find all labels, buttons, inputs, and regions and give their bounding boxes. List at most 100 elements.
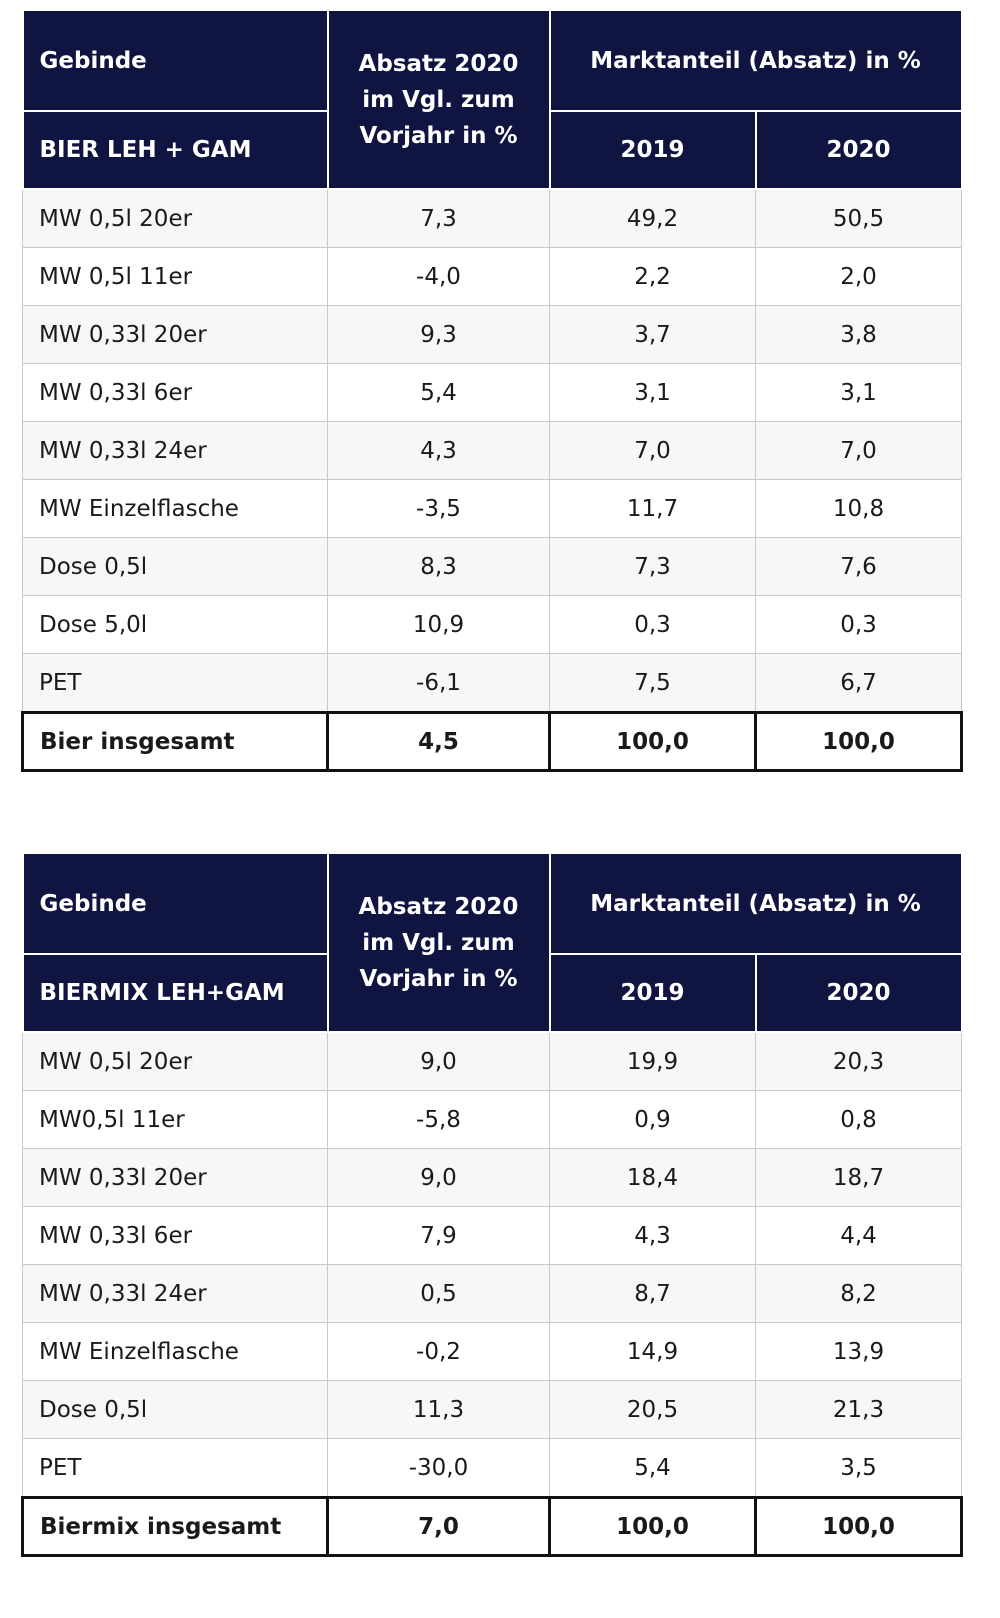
absatz-header-line2: im Vgl. zum (362, 929, 515, 956)
share-2020-value: 50,5 (754, 188, 963, 248)
change-value: 4,3 (327, 421, 550, 480)
row-label: MW 0,33l 20er (22, 305, 328, 364)
row-label: MW0,5l 11er (22, 1090, 328, 1149)
row-label: Dose 0,5l (22, 537, 328, 596)
share-2019-value: 5,4 (549, 1438, 756, 1498)
row-label: Dose 0,5l (22, 1380, 328, 1439)
share-2020-value: 18,7 (754, 1148, 963, 1207)
share-2020-value: 0,3 (754, 595, 963, 654)
bier-table-body: MW 0,5l 20er 7,3 49,2 50,5 MW 0,5l 11er -4,0 2… (21, 188, 964, 772)
share-2019-value: 19,9 (549, 1031, 756, 1091)
row-label: MW 0,33l 24er (22, 1264, 328, 1323)
row-label: PET (22, 653, 328, 713)
share-2019-value: 20,5 (549, 1380, 756, 1439)
share-2019-value: 0,9 (549, 1090, 756, 1149)
change-value: 0,5 (327, 1264, 550, 1323)
change-value: 9,0 (327, 1031, 550, 1091)
marktanteil-header: Marktanteil (Absatz) in % (548, 852, 963, 955)
change-value: -4,0 (327, 247, 550, 306)
table-row: Dose 0,5l 11,3 20,5 21,3 (22, 1380, 963, 1439)
row-label: Dose 5,0l (22, 595, 328, 654)
table-row: PET -6,1 7,5 6,7 (22, 653, 963, 713)
bier-table: Gebinde Absatz 2020 im Vgl. zum Vorjahr … (21, 9, 964, 772)
total-change-value: 4,5 (326, 711, 551, 772)
gebinde-header: Gebinde (21, 852, 329, 955)
table-row: MW 0,33l 20er 9,3 3,7 3,8 (22, 305, 963, 364)
total-share-2019-value: 100,0 (548, 711, 757, 772)
table-row: MW 0,33l 6er 7,9 4,3 4,4 (22, 1206, 963, 1265)
gebinde-header: Gebinde (21, 9, 329, 112)
share-2020-value: 8,2 (754, 1264, 963, 1323)
share-2019-value: 7,5 (549, 653, 756, 713)
change-value: 9,0 (327, 1148, 550, 1207)
share-2019-value: 7,0 (549, 421, 756, 480)
change-value: 9,3 (327, 305, 550, 364)
row-label: MW 0,33l 6er (22, 1206, 328, 1265)
absatz-header-line2: im Vgl. zum (362, 86, 515, 113)
table-row: MW 0,5l 20er 9,0 19,9 20,3 (22, 1031, 963, 1091)
table-row: MW 0,33l 24er 0,5 8,7 8,2 (22, 1264, 963, 1323)
row-label: MW 0,5l 11er (22, 247, 328, 306)
share-2020-value: 3,5 (754, 1438, 963, 1498)
share-2019-value: 0,3 (549, 595, 756, 654)
absatz-header-line3: Vorjahr in % (359, 122, 518, 149)
total-change-value: 7,0 (326, 1496, 551, 1557)
category-header: BIERMIX LEH+GAM (21, 953, 329, 1033)
share-2020-value: 20,3 (754, 1031, 963, 1091)
share-2019-value: 49,2 (549, 188, 756, 248)
row-label: MW Einzelflasche (22, 1322, 328, 1381)
share-2020-value: 3,1 (754, 363, 963, 422)
share-2019-value: 2,2 (549, 247, 756, 306)
total-row: Bier insgesamt 4,5 100,0 100,0 (21, 711, 964, 772)
change-value: -6,1 (327, 653, 550, 713)
table-row: PET -30,0 5,4 3,5 (22, 1438, 963, 1498)
change-value: -30,0 (327, 1438, 550, 1498)
row-label: PET (22, 1438, 328, 1498)
table-row: MW 0,5l 11er -4,0 2,2 2,0 (22, 247, 963, 306)
total-share-2020-value: 100,0 (753, 1496, 964, 1557)
share-2019-value: 11,7 (549, 479, 756, 538)
share-2020-value: 0,8 (754, 1090, 963, 1149)
share-2019-value: 3,1 (549, 363, 756, 422)
absatz-header: Absatz 2020 im Vgl. zum Vorjahr in % (326, 852, 551, 1033)
biermix-table: Gebinde Absatz 2020 im Vgl. zum Vorjahr … (21, 852, 964, 1557)
change-value: 7,9 (327, 1206, 550, 1265)
share-2020-value: 10,8 (754, 479, 963, 538)
change-value: -5,8 (327, 1090, 550, 1149)
row-label: MW 0,33l 6er (22, 363, 328, 422)
table-row: Dose 5,0l 10,9 0,3 0,3 (22, 595, 963, 654)
table-row: Dose 0,5l 8,3 7,3 7,6 (22, 537, 963, 596)
change-value: 10,9 (327, 595, 550, 654)
row-label: MW 0,33l 24er (22, 421, 328, 480)
share-2019-value: 4,3 (549, 1206, 756, 1265)
change-value: -0,2 (327, 1322, 550, 1381)
change-value: 7,3 (327, 188, 550, 248)
share-2020-value: 7,0 (754, 421, 963, 480)
absatz-header-line1: Absatz 2020 (358, 50, 519, 77)
table-row: MW 0,5l 20er 7,3 49,2 50,5 (22, 188, 963, 248)
absatz-header-line3: Vorjahr in % (359, 965, 518, 992)
total-share-2020-value: 100,0 (753, 711, 964, 772)
absatz-header-line1: Absatz 2020 (358, 893, 519, 920)
share-2019-value: 8,7 (549, 1264, 756, 1323)
year-2020-header: 2020 (754, 953, 963, 1033)
share-2020-value: 6,7 (754, 653, 963, 713)
share-2019-value: 18,4 (549, 1148, 756, 1207)
row-label: MW 0,5l 20er (22, 188, 328, 248)
row-label: MW 0,33l 20er (22, 1148, 328, 1207)
share-2020-value: 4,4 (754, 1206, 963, 1265)
share-2019-value: 14,9 (549, 1322, 756, 1381)
total-label: Bier insgesamt (21, 711, 329, 772)
table-row: MW Einzelflasche -0,2 14,9 13,9 (22, 1322, 963, 1381)
change-value: 5,4 (327, 363, 550, 422)
absatz-header: Absatz 2020 im Vgl. zum Vorjahr in % (326, 9, 551, 190)
change-value: 8,3 (327, 537, 550, 596)
year-2019-header: 2019 (548, 110, 757, 190)
biermix-table-body: MW 0,5l 20er 9,0 19,9 20,3 MW0,5l 11er -5,8 0,… (21, 1031, 964, 1557)
total-row: Biermix insgesamt 7,0 100,0 100,0 (21, 1496, 964, 1557)
table-row: MW 0,33l 24er 4,3 7,0 7,0 (22, 421, 963, 480)
marktanteil-header: Marktanteil (Absatz) in % (548, 9, 963, 112)
share-2019-value: 3,7 (549, 305, 756, 364)
share-2019-value: 7,3 (549, 537, 756, 596)
category-header: BIER LEH + GAM (21, 110, 329, 190)
